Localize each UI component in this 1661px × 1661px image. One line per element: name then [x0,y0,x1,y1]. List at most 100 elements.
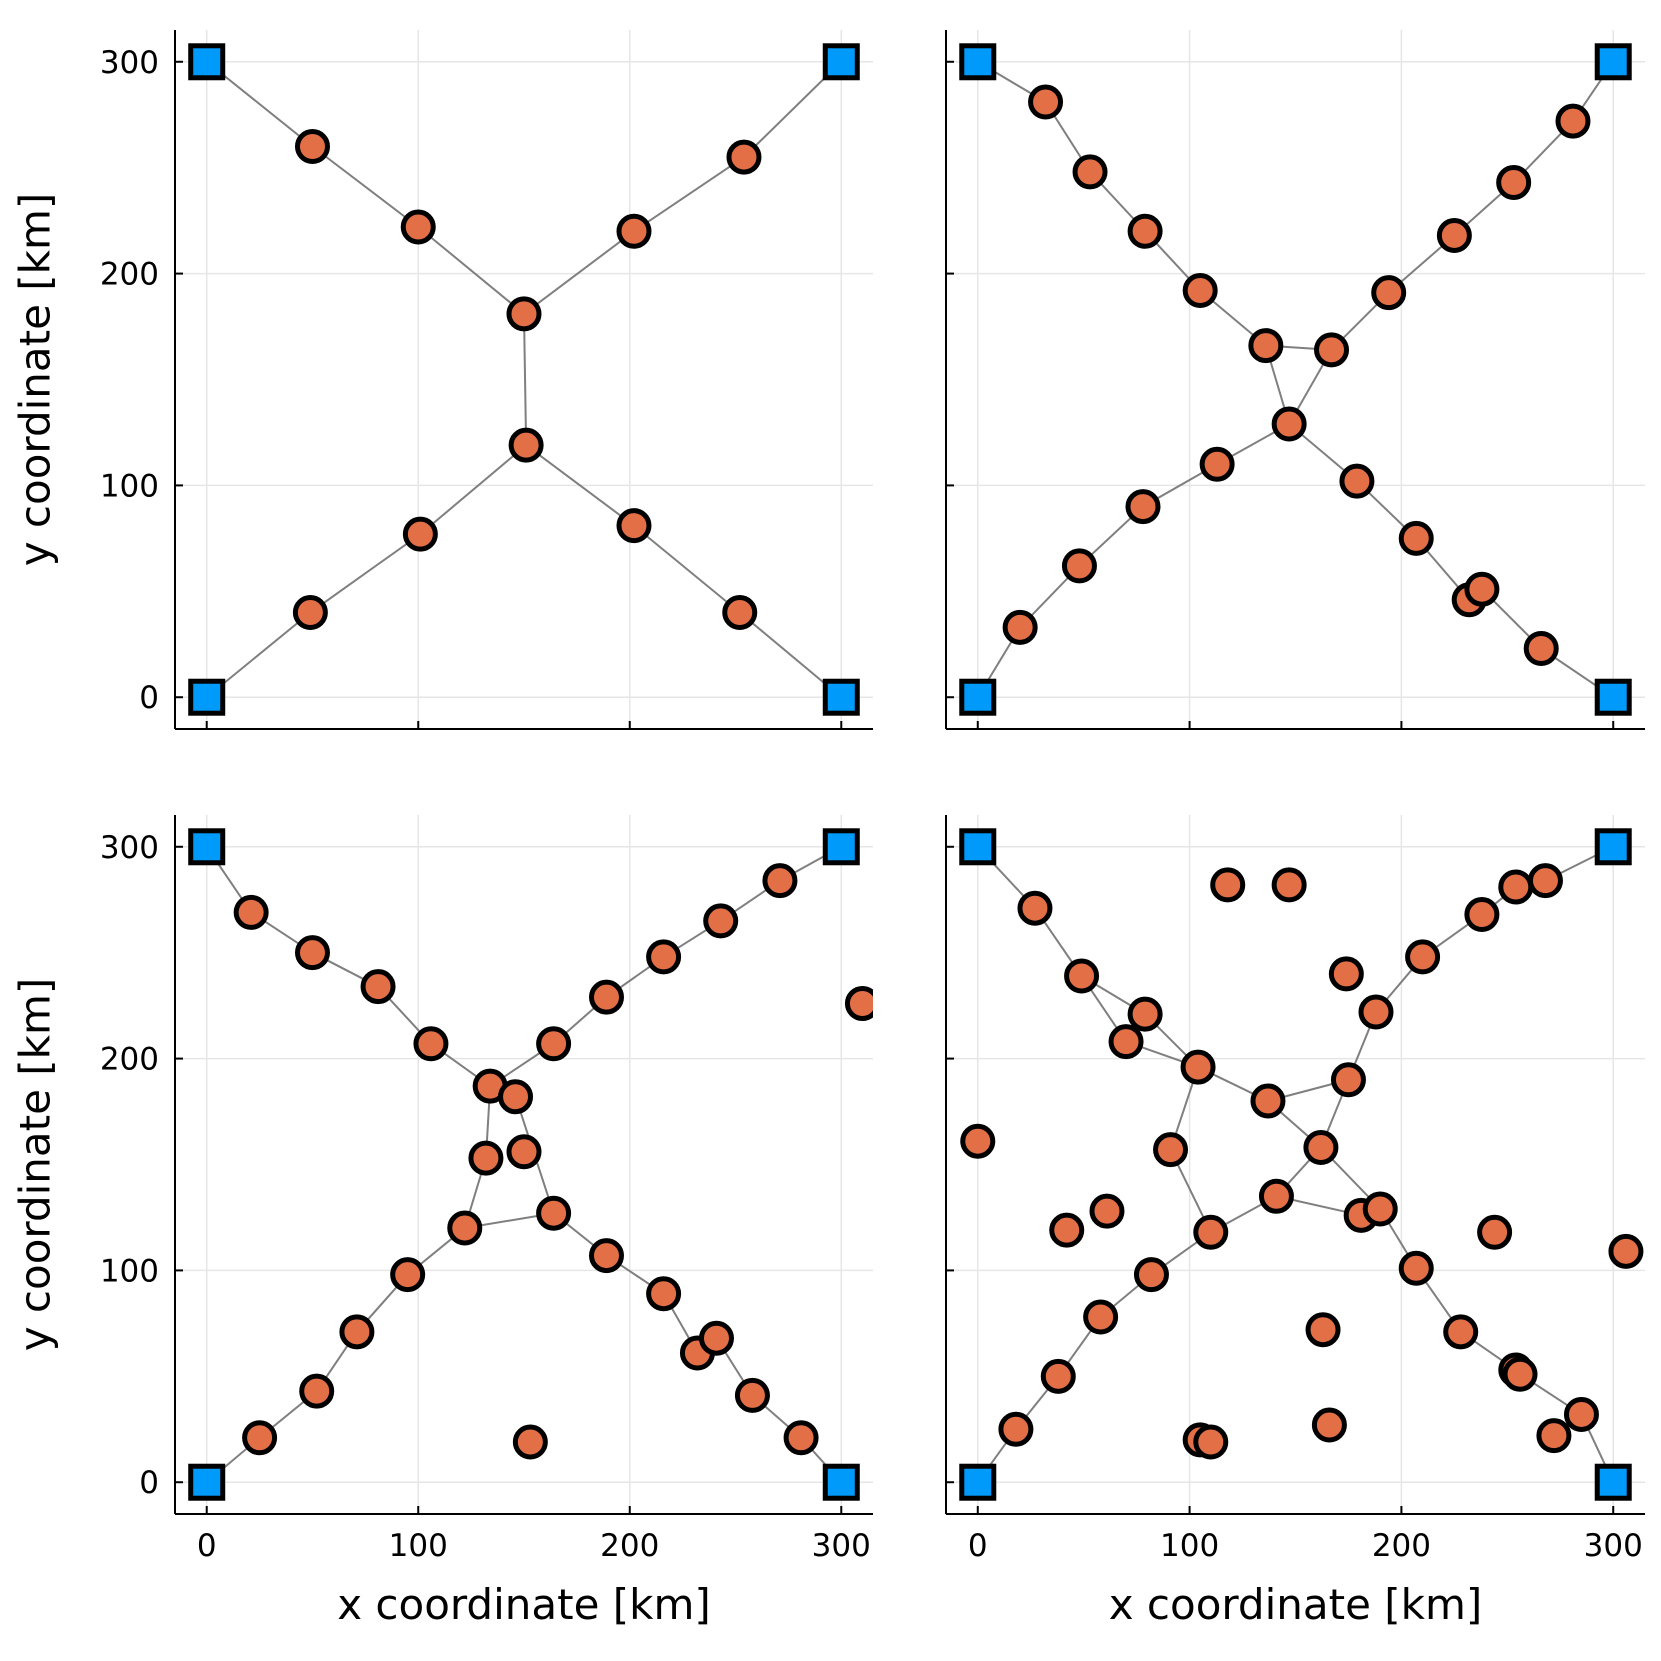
node-point [413,1026,449,1062]
terminal-point [1594,43,1632,81]
node-point [1061,548,1097,584]
node-point [1496,165,1532,201]
node-point [1328,956,1364,992]
node-point [1464,571,1500,607]
node-point [233,894,269,930]
node-point [1182,273,1218,309]
node-point [1258,1178,1294,1214]
x-tick-label: 0 [197,1528,217,1564]
node-point [360,969,396,1005]
node-point [339,1314,375,1350]
node-point [536,1026,572,1062]
node-point [1311,1407,1347,1443]
plot-area [959,828,1644,1501]
node-point [646,1276,682,1312]
node-point [242,1420,278,1456]
network-edge [633,524,741,614]
network-edge [523,230,635,315]
node-point [299,1373,335,1409]
y-tick-label: 0 [139,680,159,716]
y-tick-label: 100 [100,468,159,504]
y-tick-label: 200 [100,1042,159,1078]
x-axis-title: x coordinate [km] [1109,1580,1483,1629]
terminal-point [959,678,997,716]
node-point [506,1134,542,1170]
node-point [734,1377,770,1413]
terminal-point [188,1463,226,1501]
node-point [1527,863,1563,899]
y-axis-title: y coordinate [km] [11,193,60,567]
node-point [506,296,542,332]
node-point [1464,897,1500,933]
node-point [1193,1424,1229,1460]
plot-area [188,828,873,1501]
plot-area [188,43,860,716]
terminal-point [188,828,226,866]
node-point [588,979,624,1015]
node-point [698,1320,734,1356]
node-point [1127,213,1163,249]
node-point [536,1195,572,1231]
node-point [1358,994,1394,1030]
node-point [1064,958,1100,994]
network-edge [523,313,528,446]
node-point [512,1424,548,1460]
node-point [783,1420,819,1456]
node-point [1040,1358,1076,1394]
node-point [1127,996,1163,1032]
node-point [1271,867,1307,903]
terminal-point [188,678,226,716]
y-tick-label: 300 [100,830,159,866]
x-tick-label: 0 [968,1528,988,1564]
terminal-point [822,828,860,866]
node-point [762,863,798,899]
node-point [844,986,873,1022]
node-point [1089,1193,1125,1229]
panel-top-left: 0 100 200 300 y coordinate [km] [11,30,873,730]
node-point [1271,406,1307,442]
node-point [1477,1214,1513,1250]
terminal-point [959,43,997,81]
node-point [1210,867,1246,903]
y-axis-title: y coordinate [km] [11,978,60,1352]
node-point [616,213,652,249]
node-point [722,595,758,630]
node-point [508,427,544,463]
node-point [960,1123,996,1159]
node-point [1523,631,1559,667]
network-edge [309,533,421,614]
node-point [294,129,330,164]
y-tick-label: 300 [100,45,159,81]
panel-bottom-right: 0 100 200 300 x coordinate [km] [945,815,1645,1629]
node-point [1498,869,1534,905]
node-point [646,939,682,975]
node-point [292,595,328,630]
node-point [1250,1083,1286,1119]
node-point [1371,275,1407,311]
terminal-point [822,43,860,81]
x-tick-label: 300 [1584,1528,1643,1564]
node-point [400,209,436,245]
plot-area [959,43,1632,716]
node-point [1133,1257,1169,1293]
node-point [1305,1312,1341,1348]
panel-bottom-left: 0 100 200 300 0 100 200 300 x coordinate [km] y c… [11,815,873,1629]
node-point [294,935,330,971]
y-tick-label: 100 [100,1253,159,1289]
node-point [1339,463,1375,499]
node-point [1108,1024,1144,1060]
terminal-point [822,678,860,716]
node-point [588,1238,624,1274]
network-edge [311,145,419,228]
node-point [1199,446,1235,482]
node-point [998,1411,1034,1447]
node-point [1017,890,1053,926]
panel-top-right [945,30,1645,730]
node-point [447,1210,483,1246]
x-tick-label: 100 [1160,1528,1219,1564]
node-point [1248,328,1284,364]
node-point [468,1140,504,1176]
node-point [390,1257,426,1293]
x-tick-label: 100 [389,1528,448,1564]
